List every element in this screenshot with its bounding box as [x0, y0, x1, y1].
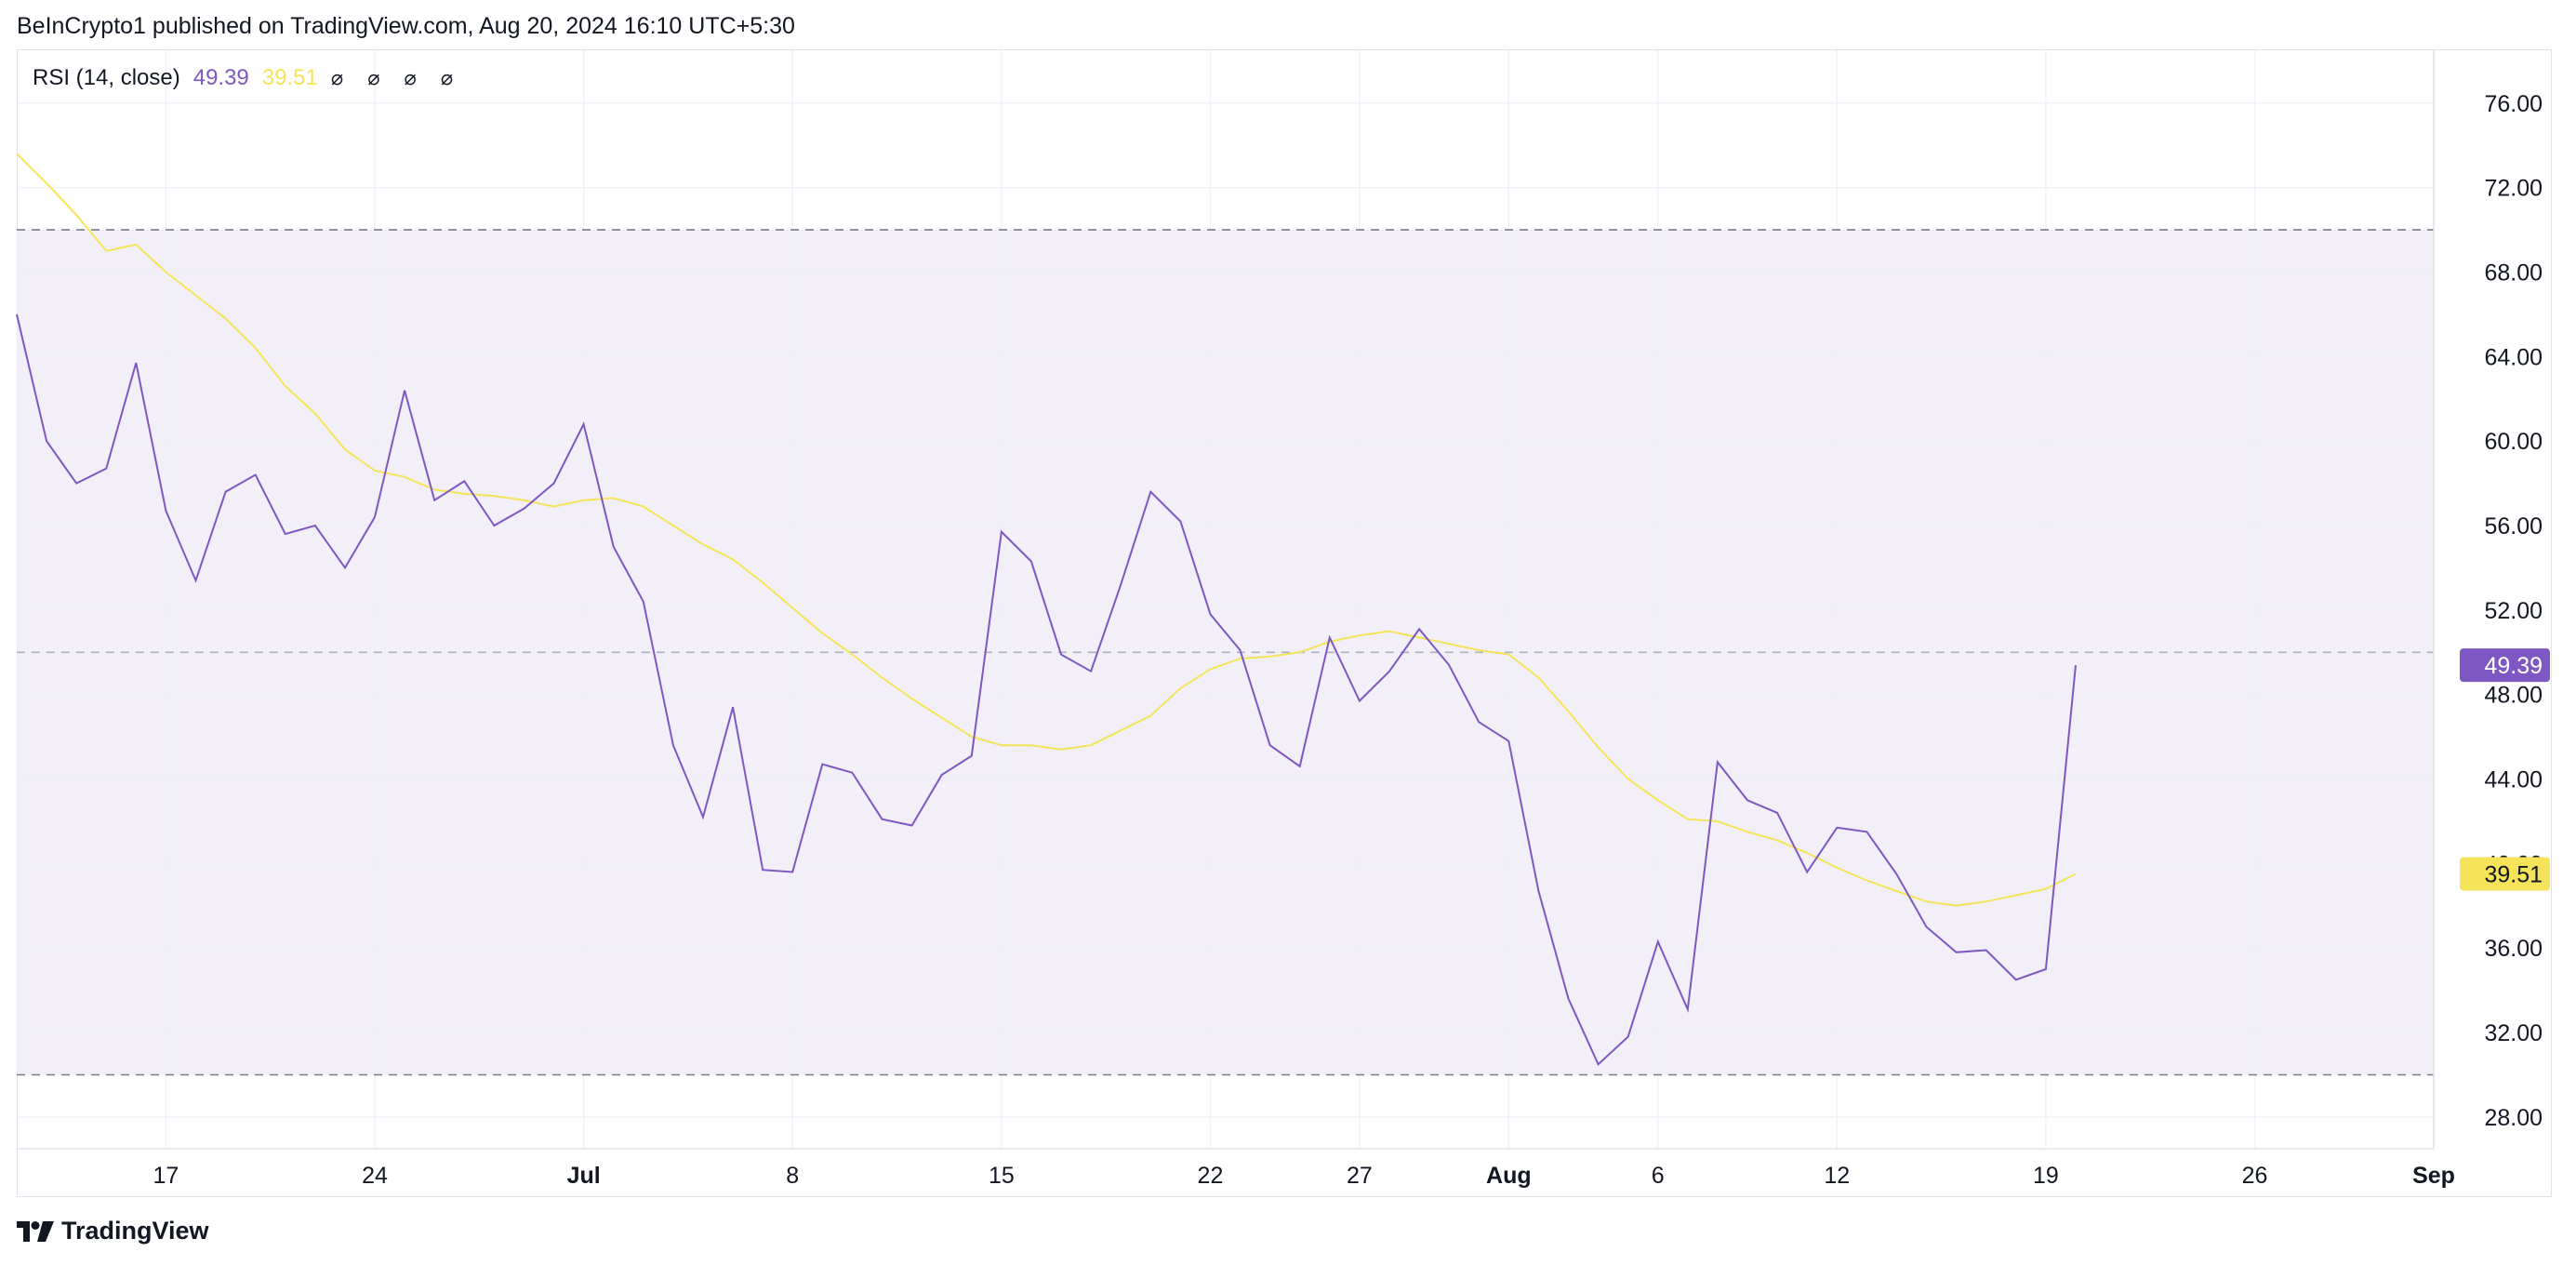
publish-info: BeInCrypto1 published on TradingView.com…	[17, 13, 795, 39]
brand-name: TradingView	[61, 1217, 209, 1245]
y-tick-label: 68.00	[2484, 260, 2543, 286]
y-tick-label: 48.00	[2484, 683, 2543, 709]
rsi-last-value-badge-label: 49.39	[2484, 653, 2543, 679]
y-tick-label: 36.00	[2484, 936, 2543, 962]
tradingview-logo-icon	[17, 1220, 54, 1242]
x-tick-label: 17	[153, 1163, 179, 1189]
y-tick-label: 72.00	[2484, 176, 2543, 202]
y-tick-label: 28.00	[2484, 1105, 2543, 1131]
y-tick-label: 52.00	[2484, 598, 2543, 624]
y-tick-label: 44.00	[2484, 767, 2543, 793]
x-tick-label: Sep	[2412, 1163, 2455, 1189]
y-tick-label: 64.00	[2484, 344, 2543, 370]
y-tick-label: 32.00	[2484, 1020, 2543, 1046]
x-tick-label: 8	[786, 1163, 799, 1189]
x-tick-label: 19	[2033, 1163, 2059, 1189]
x-tick-label: 26	[2242, 1163, 2268, 1189]
rsi-last-value-badge	[2460, 648, 2550, 683]
x-tick-label: 12	[1824, 1163, 1850, 1189]
rsi-value: 49.39	[193, 65, 249, 90]
indicator-title[interactable]: RSI (14, close)	[33, 65, 180, 90]
x-tick-label: Aug	[1486, 1163, 1532, 1189]
x-tick-label: 24	[362, 1163, 388, 1189]
x-tick-label: 27	[1347, 1163, 1373, 1189]
na-values: ⌀ ⌀ ⌀ ⌀	[330, 66, 463, 89]
x-tick-label: 15	[989, 1163, 1015, 1189]
y-axis[interactable]: 76.00 72.00 68.00 64.00 60.00 56.00 52.00 48.00…	[2433, 50, 2543, 1149]
x-tick-label: Jul	[567, 1163, 601, 1189]
rsi-band-lines	[17, 229, 2434, 1076]
rsi-series-line	[16, 313, 2077, 1066]
x-tick-label: 6	[1652, 1163, 1665, 1189]
tradingview-brand[interactable]: TradingView	[17, 1217, 209, 1245]
ma-value: 39.51	[261, 65, 318, 90]
x-tick-label: 22	[1198, 1163, 1224, 1189]
y-tick-label: 60.00	[2484, 429, 2543, 455]
x-axis[interactable]: 17 24 Jul 8 15 22 27 Aug 6 12 19 26 Sep	[17, 1148, 2455, 1189]
y-tick-label: 76.00	[2484, 91, 2543, 117]
price-badges: 49.39 39.51	[2460, 648, 2550, 891]
ma-last-value-badge	[2460, 857, 2550, 891]
ma-last-value-badge-label: 39.51	[2484, 862, 2543, 888]
ma-series-line	[16, 153, 2077, 907]
y-tick-label: 56.00	[2484, 513, 2543, 539]
indicator-legend[interactable]: RSI (14, close) 49.39 39.51 ⌀ ⌀ ⌀ ⌀	[33, 65, 462, 91]
